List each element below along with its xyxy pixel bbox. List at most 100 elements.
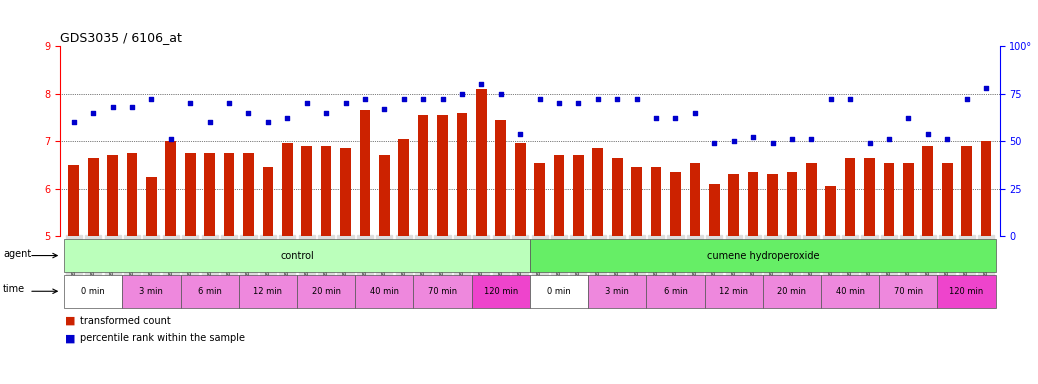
Text: agent: agent [3, 248, 31, 259]
Bar [767, 174, 777, 236]
Point [337, 100, 354, 106]
Bar [961, 146, 972, 236]
Point [143, 96, 160, 103]
Point [240, 109, 256, 116]
Bar [631, 167, 641, 236]
Bar [185, 153, 195, 236]
Text: 70 min: 70 min [428, 287, 457, 296]
Bar [865, 158, 875, 236]
Point [628, 96, 645, 103]
Bar [88, 158, 99, 236]
Bar [825, 186, 836, 236]
Point [124, 104, 140, 110]
Bar [301, 146, 312, 236]
Point [104, 104, 120, 110]
Text: 20 min: 20 min [777, 287, 807, 296]
Bar [437, 115, 447, 236]
Bar [903, 162, 913, 236]
Bar [399, 139, 409, 236]
Point [531, 96, 548, 103]
Point [512, 131, 528, 137]
Bar [553, 156, 565, 236]
Point [648, 115, 664, 121]
Point [842, 96, 858, 103]
Text: 70 min: 70 min [894, 287, 923, 296]
Bar [165, 141, 176, 236]
Bar [69, 165, 79, 236]
Point [279, 115, 296, 121]
Point [958, 96, 975, 103]
Text: 6 min: 6 min [197, 287, 221, 296]
Bar [243, 153, 254, 236]
Bar [941, 162, 953, 236]
Bar [204, 153, 215, 236]
Point [686, 109, 703, 116]
Bar [359, 110, 371, 236]
Point [221, 100, 238, 106]
Point [590, 96, 606, 103]
Bar [457, 113, 467, 236]
Point [201, 119, 218, 125]
Bar [379, 156, 389, 236]
Point [822, 96, 839, 103]
Bar [981, 141, 991, 236]
Text: 0 min: 0 min [81, 287, 105, 296]
Bar [282, 144, 293, 236]
Point [862, 140, 878, 146]
Bar [127, 153, 137, 236]
Text: time: time [3, 284, 25, 295]
Bar [593, 148, 603, 236]
Bar [495, 120, 507, 236]
Text: 0 min: 0 min [547, 287, 571, 296]
Text: 120 min: 120 min [950, 287, 984, 296]
Point [473, 81, 490, 87]
Bar [729, 174, 739, 236]
Text: 3 min: 3 min [139, 287, 163, 296]
Point [803, 136, 820, 142]
Point [784, 136, 800, 142]
Text: ■: ■ [65, 333, 76, 343]
Point [764, 140, 781, 146]
Point [706, 140, 722, 146]
Text: 40 min: 40 min [370, 287, 399, 296]
Point [318, 109, 334, 116]
Point [85, 109, 102, 116]
Bar [340, 148, 351, 236]
Bar [805, 162, 817, 236]
Bar [787, 172, 797, 236]
Bar [883, 162, 895, 236]
Point [978, 85, 994, 91]
Point [434, 96, 450, 103]
Point [163, 136, 180, 142]
Bar [709, 184, 719, 236]
Point [667, 115, 684, 121]
Point [260, 119, 276, 125]
Point [920, 131, 936, 137]
Text: transformed count: transformed count [80, 316, 170, 326]
Text: 12 min: 12 min [253, 287, 282, 296]
Text: GDS3035 / 6106_at: GDS3035 / 6106_at [60, 31, 182, 44]
Text: 6 min: 6 min [663, 287, 687, 296]
Point [415, 96, 432, 103]
Bar [535, 162, 545, 236]
Point [939, 136, 956, 142]
Bar [747, 172, 759, 236]
Bar [515, 144, 525, 236]
Bar [146, 177, 157, 236]
Bar [263, 167, 273, 236]
Point [357, 96, 374, 103]
Point [492, 91, 509, 97]
Text: control: control [280, 250, 313, 261]
Text: cumene hydroperoxide: cumene hydroperoxide [707, 250, 819, 261]
Point [65, 119, 82, 125]
Point [454, 91, 470, 97]
Point [376, 106, 392, 112]
Text: ■: ■ [65, 316, 76, 326]
Point [298, 100, 315, 106]
Point [182, 100, 198, 106]
Point [551, 100, 568, 106]
Text: 3 min: 3 min [605, 287, 629, 296]
Point [570, 100, 586, 106]
Bar [418, 115, 429, 236]
Point [745, 134, 762, 141]
